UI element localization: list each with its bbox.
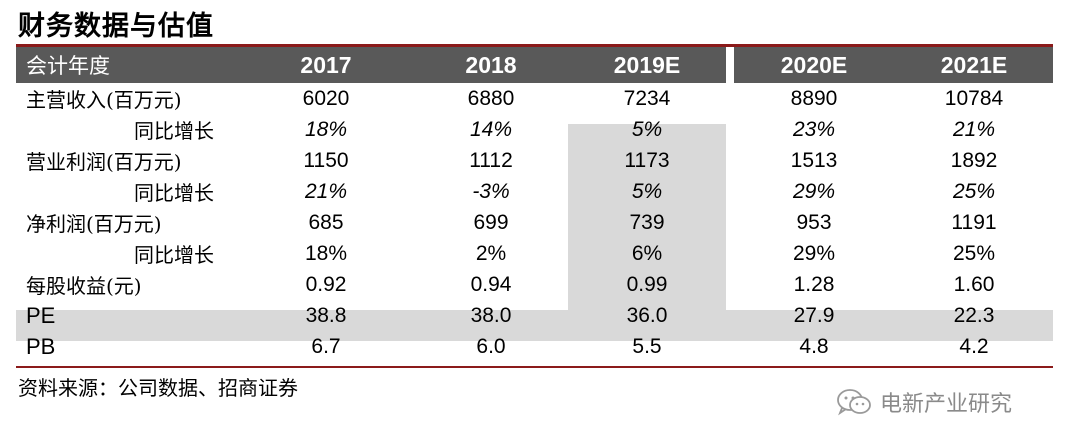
table-row-operating-profit: 营业利润(百万元) 1150 1112 1173 1513 1892 (16, 145, 1053, 176)
table-cell: 25% (952, 241, 996, 265)
table-cell: 27.9 (793, 303, 835, 327)
table-cell: 4.8 (799, 334, 829, 358)
table-cell: 6% (631, 241, 663, 265)
table-cell: 5.5 (632, 334, 662, 358)
table-cell: 29% (792, 241, 836, 265)
header-2020e: 2020E (780, 51, 848, 78)
table-cell: 6.0 (476, 334, 506, 358)
row-label: PB (26, 333, 56, 359)
table-cell: 36.0 (626, 303, 668, 327)
table-row-operating-profit-growth: 同比增长 21% -3% 5% 29% 25% (16, 176, 1053, 207)
table-cell: 21% (304, 179, 348, 203)
table-cell: 953 (796, 210, 832, 234)
row-label: PE (26, 302, 56, 328)
table-cell: 8890 (790, 86, 838, 110)
watermark-text: 电新产业研究 (880, 392, 1013, 417)
table-row-revenue: 主营收入(百万元) 6020 6880 7234 8890 10784 (16, 83, 1053, 114)
table-row-eps: 每股收益(元) 0.92 0.94 0.99 1.28 1.60 (16, 269, 1053, 300)
wechat-icon (837, 389, 871, 416)
table-row-revenue-growth: 同比增长 18% 14% 5% 23% 21% (16, 114, 1053, 145)
table-cell: 0.94 (470, 272, 512, 296)
table-cell: 14% (469, 117, 513, 141)
forecast-2019-shade (568, 124, 726, 310)
table-row-pe: PE 38.8 38.0 36.0 27.9 22.3 (16, 300, 1053, 331)
table-cell: 6020 (302, 86, 350, 110)
row-label: 营业利润(百万元) (26, 150, 182, 174)
table-cell: 10784 (944, 86, 1004, 110)
table-row-net-profit-growth: 同比增长 18% 2% 6% 29% 25% (16, 238, 1053, 269)
table-cell: 1.28 (793, 272, 835, 296)
table-cell: 7234 (623, 86, 671, 110)
table-cell: 6880 (467, 86, 515, 110)
table-cell: 18% (304, 241, 348, 265)
row-label: 净利润(百万元) (26, 212, 162, 236)
table-cell: 739 (629, 210, 665, 234)
table-cell: 6.7 (311, 334, 341, 358)
financial-table: 会计年度 2017 2018 2019E 2020E 2021E 主营收入(百万… (16, 44, 1053, 362)
table-cell: 0.99 (626, 272, 668, 296)
eps-row-shade (16, 310, 1053, 341)
row-label: 同比增长 (134, 181, 214, 205)
header-2021e: 2021E (940, 51, 1008, 78)
table-row-pb: PB 6.7 6.0 5.5 4.8 4.2 (16, 331, 1053, 362)
row-label: 每股收益(元) (26, 274, 142, 298)
table-cell: 23% (792, 117, 836, 141)
row-label: 主营收入(百万元) (26, 88, 182, 112)
table-header: 会计年度 2017 2018 2019E 2020E 2021E (16, 44, 1053, 83)
source-note: 资料来源：公司数据、招商证券 (18, 376, 298, 400)
table-cell: 5% (631, 179, 663, 203)
page-title: 财务数据与估值 (18, 11, 214, 42)
table-cell: 5% (631, 117, 663, 141)
table-cell: 4.2 (959, 334, 989, 358)
table-cell: 18% (304, 117, 348, 141)
table-cell: 21% (952, 117, 996, 141)
header-2019e: 2019E (613, 51, 681, 78)
table-cell: 1.60 (953, 272, 995, 296)
table-cell: 25% (952, 179, 996, 203)
table-cell: 699 (473, 210, 509, 234)
table-cell: 38.8 (305, 303, 347, 327)
table-cell: 1892 (950, 148, 998, 172)
table-cell: 22.3 (953, 303, 995, 327)
table-cell: 2% (475, 241, 507, 265)
table-cell: 1112 (469, 148, 513, 172)
table-cell: 38.0 (470, 303, 512, 327)
header-2017: 2017 (300, 51, 352, 78)
row-label: 同比增长 (134, 243, 214, 267)
table-cell: 1173 (624, 148, 670, 172)
watermark: 电新产业研究 (836, 386, 1012, 418)
table-cell: 0.92 (305, 272, 347, 296)
table-cell: 1513 (790, 148, 838, 172)
table-row-net-profit: 净利润(百万元) 685 699 739 953 1191 (16, 207, 1053, 238)
table-cell: 685 (308, 210, 344, 234)
header-label: 会计年度 (26, 54, 110, 78)
table-cell: 1150 (303, 148, 349, 172)
table-cell: -3% (472, 179, 510, 203)
table-cell: 1191 (951, 210, 997, 234)
table-cell: 29% (792, 179, 836, 203)
header-gap (726, 47, 734, 83)
table-bottom-rule (16, 366, 1053, 368)
header-2018: 2018 (465, 51, 517, 78)
row-label: 同比增长 (134, 119, 214, 143)
